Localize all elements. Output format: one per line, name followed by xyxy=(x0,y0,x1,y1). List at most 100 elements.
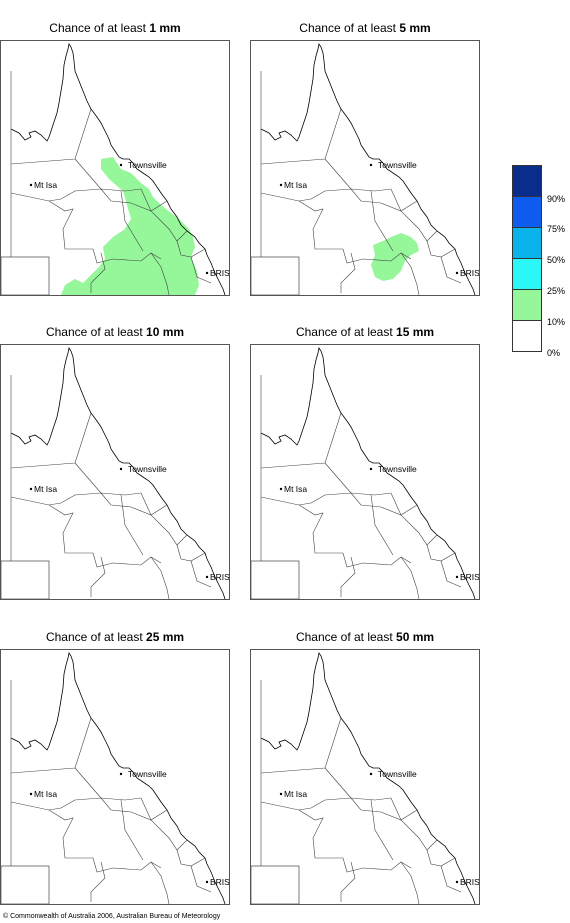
coastline xyxy=(10,651,226,904)
town-label-bris: BRIS xyxy=(460,877,479,887)
map-panel-15mm: Townsville Mt Isa BRIS xyxy=(250,344,480,600)
probability-legend xyxy=(512,165,542,352)
queensland-map: Townsville Mt Isa BRIS xyxy=(251,651,479,904)
town-label-townsville: Townsville xyxy=(378,769,417,779)
district-boundary xyxy=(340,556,356,597)
coastline xyxy=(10,346,226,599)
district-boundary xyxy=(176,849,206,867)
town-label-townsville: Townsville xyxy=(128,464,167,474)
district-boundary xyxy=(48,200,162,264)
town-label-bris: BRIS xyxy=(210,572,229,582)
town-label-bris: BRIS xyxy=(210,268,229,278)
town-label-townsville: Townsville xyxy=(128,769,167,779)
map-panel-1mm: Townsville Mt Isa BRIS xyxy=(0,40,230,296)
inset-box xyxy=(251,865,300,904)
panel-title-10mm: Chance of at least 10 mm xyxy=(45,325,185,339)
town-label-mt-isa: Mt Isa xyxy=(284,484,307,494)
town-marker xyxy=(455,271,459,275)
district-boundary xyxy=(150,252,170,295)
town-marker xyxy=(205,271,209,275)
district-boundary xyxy=(370,799,394,861)
queensland-map: Townsville Mt Isa BRIS xyxy=(1,42,229,295)
town-marker xyxy=(119,467,123,471)
district-boundary xyxy=(260,717,342,774)
town-marker xyxy=(119,772,123,776)
district-boundary xyxy=(120,494,144,556)
district-boundary xyxy=(90,556,106,597)
queensland-map: Townsville Mt Isa BRIS xyxy=(1,651,229,904)
town-label-mt-isa: Mt Isa xyxy=(34,180,57,190)
town-marker xyxy=(29,487,33,491)
district-boundary xyxy=(74,462,168,516)
map-panel-50mm: Townsville Mt Isa BRIS xyxy=(250,649,480,905)
district-boundary xyxy=(340,861,356,902)
coastline xyxy=(260,651,476,904)
town-marker xyxy=(205,575,209,579)
panel-title-1mm: Chance of at least 1 mm xyxy=(49,21,181,35)
district-boundary xyxy=(260,108,342,165)
district-boundary xyxy=(150,861,170,904)
legend-label-75: 75% xyxy=(547,224,566,234)
map-panel-5mm: Townsville Mt Isa BRIS xyxy=(250,40,480,296)
district-boundary xyxy=(176,240,206,258)
district-boundary xyxy=(74,158,168,212)
inset-box xyxy=(1,560,50,599)
district-boundary xyxy=(324,767,418,821)
district-boundary xyxy=(426,849,456,867)
district-boundary xyxy=(48,809,162,873)
district-boundary xyxy=(74,767,168,821)
district-boundary xyxy=(260,412,342,469)
legend-swatch-50 xyxy=(513,228,541,259)
probability-area-10-25 xyxy=(371,233,419,281)
district-boundary xyxy=(190,256,212,284)
town-label-bris: BRIS xyxy=(460,572,479,582)
town-marker xyxy=(455,575,459,579)
district-boundary xyxy=(176,544,206,562)
district-boundary xyxy=(426,544,456,562)
map-panel-10mm: Townsville Mt Isa BRIS xyxy=(0,344,230,600)
district-boundary xyxy=(440,560,462,588)
town-label-bris: BRIS xyxy=(460,268,479,278)
town-label-townsville: Townsville xyxy=(378,464,417,474)
district-boundary xyxy=(90,252,106,293)
district-boundary xyxy=(440,256,462,284)
town-label-bris: BRIS xyxy=(210,877,229,887)
map-panel-25mm: Townsville Mt Isa BRIS xyxy=(0,649,230,905)
legend-swatch-10 xyxy=(513,290,541,321)
district-boundary xyxy=(48,504,162,568)
district-boundary xyxy=(190,865,212,893)
district-boundary xyxy=(370,494,394,556)
district-boundary xyxy=(140,188,188,242)
town-marker xyxy=(369,772,373,776)
town-marker xyxy=(369,467,373,471)
copyright-notice: © Commonwealth of Australia 2006, Austra… xyxy=(3,913,221,920)
district-boundary xyxy=(140,797,188,851)
district-boundary xyxy=(10,108,92,165)
district-boundary xyxy=(298,200,412,264)
district-boundary xyxy=(140,492,188,546)
inset-box xyxy=(1,256,50,295)
district-boundary xyxy=(340,252,356,293)
district-boundary xyxy=(90,861,106,902)
town-marker xyxy=(119,163,123,167)
district-boundary xyxy=(10,717,92,774)
town-marker xyxy=(455,880,459,884)
panel-title-25mm: Chance of at least 25 mm xyxy=(45,630,185,644)
coastline xyxy=(260,42,476,295)
district-boundary xyxy=(298,809,412,873)
district-boundary xyxy=(390,797,438,851)
town-label-mt-isa: Mt Isa xyxy=(34,789,57,799)
town-label-townsville: Townsville xyxy=(128,160,167,170)
panel-title-5mm: Chance of at least 5 mm xyxy=(299,21,431,35)
district-boundary xyxy=(370,190,394,252)
coastline xyxy=(260,346,476,599)
town-marker xyxy=(279,183,283,187)
district-boundary xyxy=(390,188,438,242)
district-boundary xyxy=(150,556,170,599)
district-boundary xyxy=(190,560,212,588)
town-marker xyxy=(205,880,209,884)
legend-swatch-90 xyxy=(513,166,541,197)
inset-box xyxy=(251,560,300,599)
town-label-townsville: Townsville xyxy=(378,160,417,170)
district-boundary xyxy=(400,556,420,599)
